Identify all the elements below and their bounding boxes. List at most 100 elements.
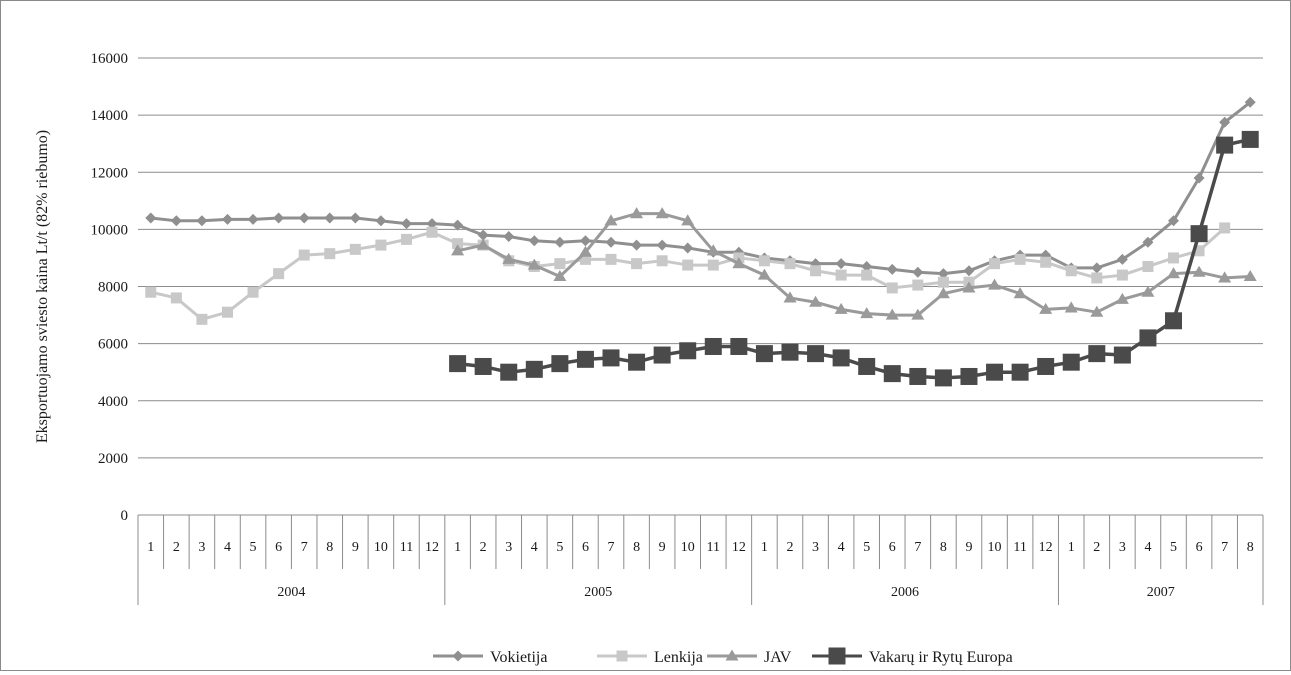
series-vakar-ir-ryt-europa [449,130,1259,387]
x-month-label: 11 [707,540,720,555]
data-point [426,226,438,238]
x-month-label: 6 [1196,540,1203,555]
legend-label: Vokietija [490,649,547,666]
data-point [1190,225,1208,243]
data-point [426,218,438,230]
data-point [170,215,182,227]
x-month-label: 5 [250,540,257,555]
series-line [150,101,1252,276]
x-month-label: 6 [582,540,589,555]
data-point [170,292,182,304]
data-point [1139,329,1157,347]
data-point [145,212,157,224]
data-point [1168,215,1180,227]
gridlines [138,57,1263,516]
data-point [1037,357,1055,375]
data-point [503,231,515,243]
data-point [936,287,950,299]
data-point [656,255,668,267]
data-point [809,295,823,307]
y-tick-label: 8000 [98,280,128,296]
x-month-label: 5 [1170,540,1177,555]
data-point [400,233,412,245]
data-point [962,281,976,293]
data-point [963,265,975,277]
x-month-label: 8 [633,540,640,555]
data-point [1142,261,1154,273]
data-point [810,265,822,277]
x-month-label: 6 [275,540,282,555]
data-point [1039,302,1053,314]
x-month-label: 1 [454,540,461,555]
data-point [832,349,850,367]
data-point [861,269,873,281]
data-point [682,242,694,254]
data-point [349,243,361,255]
labels: Eksportuojamo sviesto kaina Lt/t (82% ri… [34,51,1254,600]
data-point [554,258,566,270]
series-jav [451,207,1257,320]
data-point [631,239,643,251]
x-month-label: 12 [732,540,746,555]
data-point [1064,301,1078,313]
x-month-label: 9 [659,540,666,555]
data-point [989,258,1001,270]
x-year-label: 2007 [1147,585,1175,600]
data-point [500,363,518,381]
data-point [757,268,771,280]
series [145,96,1259,387]
data-point [1244,96,1256,108]
y-tick-label: 2000 [98,451,128,467]
data-point [784,258,796,270]
legend-item: JAV [707,649,792,666]
x-month-label: 11 [1013,540,1026,555]
data-point [1192,265,1206,277]
x-month-label: 8 [940,540,947,555]
data-point [1115,292,1129,304]
x-month-label: 12 [1039,540,1053,555]
data-point [886,263,898,275]
data-point [273,268,285,280]
data-point [145,286,157,298]
data-point [706,244,720,256]
data-point [616,650,628,662]
data-point [349,212,361,224]
data-point [835,269,847,281]
x-month-label: 1 [761,540,768,555]
data-point [725,649,739,661]
data-point [1193,172,1205,184]
data-point [554,236,566,248]
data-point [1040,256,1052,268]
x-month-label: 8 [326,540,333,555]
x-month-label: 8 [1247,540,1254,555]
data-point [630,207,644,219]
x-month-label: 12 [425,540,439,555]
legend-item: Lenkija [597,649,703,666]
data-point [1216,136,1234,154]
legend-item: Vakarų ir Rytų Europa [812,647,1013,666]
data-point [1062,353,1080,371]
data-point [653,346,671,364]
x-month-label: 3 [812,540,819,555]
data-point [912,279,924,291]
x-month-label: 4 [1144,540,1151,555]
y-tick-label: 6000 [98,337,128,353]
data-point [449,355,467,373]
legend-item: Vokietija [433,649,547,666]
series-line [457,137,1251,380]
data-point [783,291,797,303]
x-month-label: 4 [838,540,845,555]
data-point [834,302,848,314]
x-month-label: 2 [786,540,793,555]
data-point [221,213,233,225]
x-month-label: 3 [198,540,205,555]
legend: Vokietija Lenkija JAV Vakarų ir Rytų Europa [433,647,1013,666]
x-month-label: 1 [147,540,154,555]
data-point [860,307,874,319]
y-tick-label: 14000 [91,108,129,124]
data-point [1113,346,1131,364]
y-axis-title: Eksportuojamo sviesto kaina Lt/t (82% ri… [34,130,51,443]
x-month-label: 2 [1093,540,1100,555]
x-month-label: 7 [608,540,615,555]
